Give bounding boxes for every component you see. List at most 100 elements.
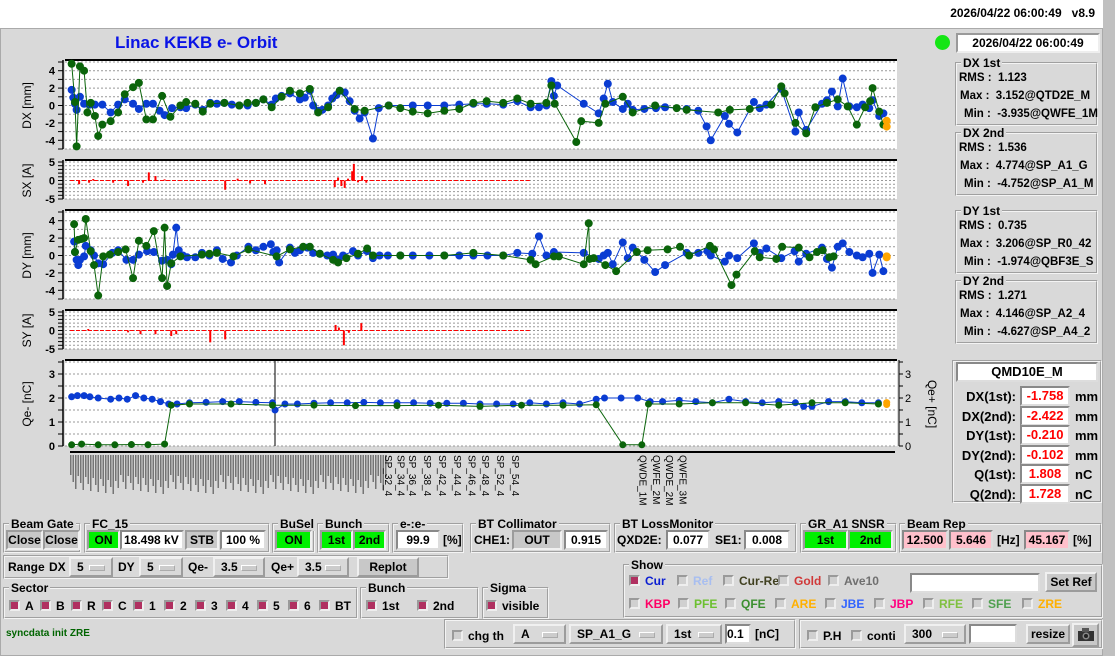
- sector-checkbox-2[interactable]: 2: [164, 598, 187, 614]
- data-point-2nd: [440, 251, 449, 260]
- snsr-1st-button[interactable]: 1st: [803, 530, 848, 550]
- sector-checkbox-6[interactable]: 6: [288, 598, 311, 614]
- show-kbp-checkbox[interactable]: KBP: [629, 596, 670, 612]
- data-point-2nd: [335, 86, 344, 95]
- show-gold-checkbox[interactable]: Gold: [778, 573, 821, 589]
- bunch-1st-button[interactable]: 1st: [320, 530, 353, 550]
- bunch-select-dropdown[interactable]: 1st: [666, 624, 722, 644]
- show-ave10-checkbox[interactable]: Ave10: [828, 573, 879, 589]
- data-point-2nd: [554, 252, 563, 261]
- steering-bar: [264, 180, 267, 185]
- dy-range-dropdown[interactable]: 5: [139, 557, 183, 577]
- beam-gate-close-1-button[interactable]: Close: [6, 530, 43, 550]
- sigma-visible-checkbox[interactable]: visible: [486, 598, 539, 614]
- data-point-2nd: [197, 250, 206, 259]
- fc15-stb-button[interactable]: STB: [185, 530, 219, 550]
- max-row: Max : 3.152@QTD2E_M: [960, 90, 1091, 102]
- data-point-2nd: [94, 291, 103, 300]
- conti-checkbox[interactable]: conti: [851, 628, 896, 644]
- show-jbp-checkbox[interactable]: JBP: [874, 596, 913, 612]
- checkbox-icon: [9, 600, 20, 611]
- x-tick-label: SP_48_4: [479, 455, 490, 497]
- show-zre-checkbox[interactable]: ZRE: [1022, 596, 1062, 612]
- orbit-plots[interactable]: -4 -2 0 2 4 DX [mm] -5 0 5 SX [A] -4 -2 0 2 4 DY [mm] -5…: [0, 0, 950, 515]
- data-point-2nd: [559, 401, 567, 409]
- steering-bar: [333, 180, 336, 188]
- ref-file-input[interactable]: [910, 573, 1040, 593]
- dense-bpm-label: [265, 455, 267, 481]
- data-point-1st: [661, 103, 670, 112]
- che1-state-button[interactable]: OUT: [512, 530, 562, 550]
- y-tick-label: -5: [45, 344, 55, 356]
- sector-checkbox-r[interactable]: R: [71, 598, 96, 614]
- data-point-2nd: [166, 112, 175, 121]
- data-point-1st: [733, 128, 742, 137]
- screenshot-button[interactable]: [1072, 623, 1099, 647]
- beam-gate-close-2-button[interactable]: Close: [43, 530, 80, 550]
- data-point-2nd: [396, 104, 405, 113]
- sector-checkbox-5[interactable]: 5: [257, 598, 280, 614]
- sector-checkbox-c[interactable]: C: [102, 598, 127, 614]
- selected-value: -0.102: [1020, 444, 1070, 465]
- title-bar: 2026/04/22 06:00:49 v8.9: [0, 0, 1103, 28]
- sector-checkbox-4[interactable]: 4: [226, 598, 249, 614]
- data-point-2nd: [833, 95, 842, 104]
- ph-checkbox[interactable]: P.H: [807, 628, 841, 644]
- data-point-1st: [553, 81, 562, 90]
- bunch-2nd-button[interactable]: 2nd: [353, 530, 386, 550]
- set-ref-button[interactable]: Set Ref: [1045, 572, 1097, 592]
- show-rfe-checkbox[interactable]: RFE: [923, 596, 963, 612]
- bunch-1st-checkbox[interactable]: 1st: [366, 598, 399, 614]
- bunch-2nd-checkbox[interactable]: 2nd: [417, 598, 454, 614]
- data-point-2nd: [727, 281, 736, 290]
- threshold-input[interactable]: 0.1: [725, 624, 751, 644]
- data-point-1st: [706, 136, 715, 145]
- show-cur-checkbox[interactable]: Cur: [629, 573, 666, 589]
- steering-bar: [127, 330, 130, 333]
- bpm-select-dropdown[interactable]: SP_A1_G: [569, 624, 663, 644]
- status-led-icon: [935, 35, 950, 50]
- chg-th-checkbox[interactable]: chg th: [452, 628, 504, 644]
- data-point-1st: [368, 134, 377, 143]
- busel-on-button[interactable]: ON: [275, 530, 312, 550]
- group-title: e-:e-: [398, 517, 428, 531]
- resize-button[interactable]: resize: [1026, 624, 1070, 644]
- y-axis-label: SX [A]: [20, 163, 34, 197]
- data-point-2nd: [767, 100, 776, 109]
- dx-range-dropdown[interactable]: 5: [69, 557, 113, 577]
- show-jbe-checkbox[interactable]: JBE: [825, 596, 864, 612]
- sector-checkbox-a[interactable]: A: [9, 598, 34, 614]
- replot-button[interactable]: Replot: [357, 557, 419, 577]
- data-point-1st: [173, 400, 181, 408]
- data-point-2nd: [144, 441, 152, 449]
- snsr-2nd-button[interactable]: 2nd: [848, 530, 893, 550]
- show-sfe-checkbox[interactable]: SFE: [972, 596, 1011, 612]
- y-tick-label: 0: [49, 441, 55, 453]
- show-cur-ref-checkbox[interactable]: Cur-Ref: [723, 573, 783, 589]
- data-point-2nd: [78, 440, 86, 448]
- period-dropdown[interactable]: 300: [904, 624, 966, 644]
- data-point-2nd: [305, 242, 314, 251]
- fc15-group: FC_15 ON 18.498 kV STB 100 %: [84, 517, 270, 553]
- qe-plus-range-dropdown[interactable]: 3.5: [297, 557, 349, 577]
- rms-row: RMS : 1.271: [959, 290, 1027, 302]
- qe-minus-range-dropdown[interactable]: 3.5: [213, 557, 265, 577]
- show-are-checkbox[interactable]: ARE: [775, 596, 816, 612]
- ph-input[interactable]: [969, 624, 1017, 644]
- show-qfe-checkbox[interactable]: QFE: [725, 596, 766, 612]
- data-point-2nd: [70, 98, 79, 107]
- data-point-1st: [86, 393, 94, 401]
- dense-bpm-label: [210, 455, 212, 487]
- show-pfe-checkbox[interactable]: PFE: [678, 596, 717, 612]
- fc15-on-button[interactable]: ON: [87, 530, 120, 550]
- sector-checkbox-1[interactable]: 1: [133, 598, 156, 614]
- sector-checkbox-bt[interactable]: BT: [319, 598, 351, 614]
- sector-checkbox-b[interactable]: B: [40, 598, 65, 614]
- dense-bpm-label: [275, 455, 277, 489]
- data-point-2nd: [408, 107, 417, 116]
- show-ref-checkbox[interactable]: Ref: [677, 573, 712, 589]
- sector-checkbox-3[interactable]: 3: [195, 598, 218, 614]
- sector-select-dropdown[interactable]: A: [513, 624, 566, 644]
- data-point-2nd: [158, 91, 167, 100]
- dense-bpm-label: [77, 455, 79, 476]
